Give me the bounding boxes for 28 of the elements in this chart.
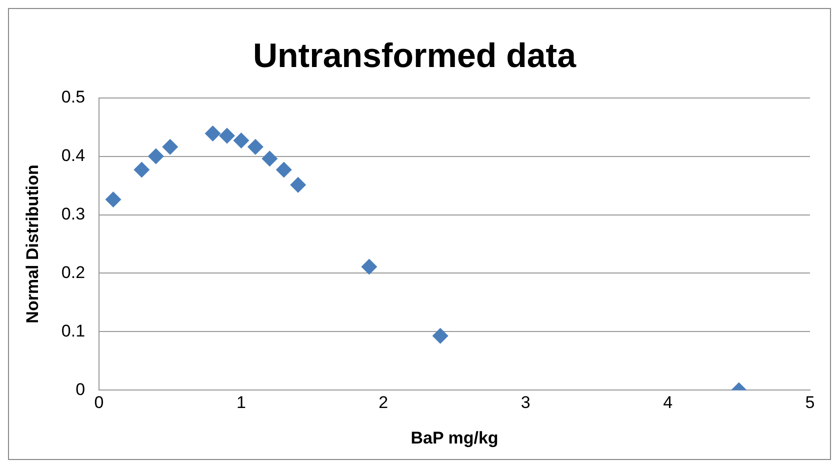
y-axis-title: Normal Distribution <box>22 164 42 324</box>
point <box>233 132 250 148</box>
point <box>219 128 236 144</box>
y-tick-label: 0.3 <box>61 204 86 224</box>
y-tick-label: 0.4 <box>61 146 86 165</box>
point <box>148 148 164 164</box>
x-tick-label: 3 <box>520 393 530 412</box>
x-tick-label: 0 <box>94 393 104 412</box>
chart-title: Untransformed data <box>252 36 578 75</box>
y-tick-label: 0.2 <box>61 262 86 282</box>
x-tick-label: 4 <box>663 393 673 412</box>
point <box>276 162 292 178</box>
point <box>361 258 378 275</box>
x-tick-label: 5 <box>805 393 815 412</box>
point <box>162 138 178 155</box>
y-tick-label: 0.1 <box>61 321 86 340</box>
point <box>105 192 122 208</box>
x-tick-label: 1 <box>236 393 246 412</box>
point <box>290 176 306 193</box>
x-axis-title: BaP mg/kg <box>410 428 498 448</box>
x-tick-label: 2 <box>378 393 388 412</box>
point <box>262 150 278 167</box>
point <box>432 328 448 344</box>
y-tick-label: 0 <box>76 380 86 399</box>
point <box>204 125 221 142</box>
point <box>134 162 150 178</box>
point <box>247 138 264 155</box>
y-tick-label: 0.5 <box>61 87 86 106</box>
